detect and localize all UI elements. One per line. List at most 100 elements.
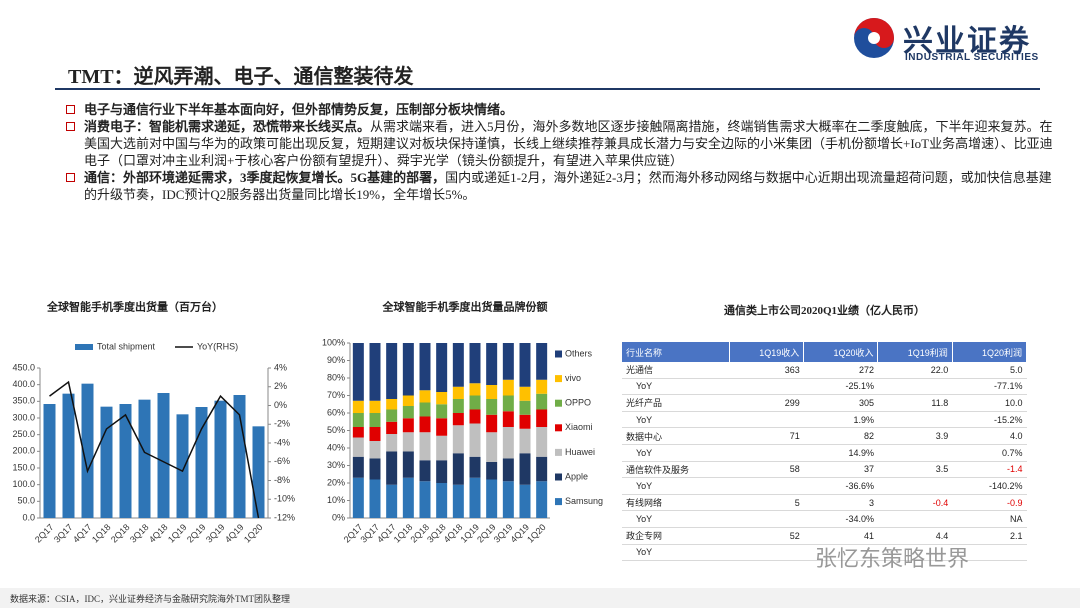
bar-segment xyxy=(502,343,514,380)
table-cell: 4.0 xyxy=(952,427,1027,445)
table-row: YoY 1.9% -15.2% xyxy=(622,411,1027,429)
bar-segment xyxy=(519,400,531,415)
bar xyxy=(81,383,94,518)
y2-tick-label: 0% xyxy=(274,400,287,410)
bar-segment xyxy=(386,409,398,422)
y-tick-label: 300.0 xyxy=(12,412,35,422)
y-tick-label: 80% xyxy=(327,372,345,382)
y-tick-label: 60% xyxy=(327,407,345,417)
table-cell: 41 xyxy=(803,527,878,545)
y-tick-label: 350.0 xyxy=(12,396,35,406)
bar-segment xyxy=(452,413,464,426)
bar-segment xyxy=(369,441,381,459)
chart-title: 全球智能手机季度出货量（百万台） xyxy=(46,300,223,314)
table-cell: 政企专网 xyxy=(622,527,730,545)
bar xyxy=(176,414,189,518)
bar-segment xyxy=(502,481,514,518)
bar-segment xyxy=(352,437,364,457)
bar-segment xyxy=(486,414,498,433)
column-header: 1Q19收入 xyxy=(729,342,805,362)
legend-label: Apple xyxy=(565,471,588,481)
bar-segment xyxy=(452,386,464,399)
title-rule xyxy=(55,88,1040,90)
logo-mark xyxy=(854,18,894,58)
column-header: 1Q20利润 xyxy=(952,342,1028,362)
y-tick-label: 100.0 xyxy=(12,479,35,489)
legend-label: YoY(RHS) xyxy=(197,341,238,351)
bar-segment xyxy=(386,484,398,518)
bar-segment xyxy=(469,477,481,518)
bar-segment xyxy=(419,432,431,461)
table-cell: YoY xyxy=(622,378,730,396)
y2-tick-label: -10% xyxy=(274,494,295,504)
y-tick-label: 200.0 xyxy=(12,446,35,456)
table-cell: 通信软件及服务 xyxy=(622,461,730,479)
bullet: 通信：外部环境递延需求，3季度起恢复增长。5G基建的部署，国内或递延1-2月，海… xyxy=(62,169,1054,203)
bullet-lead: 消费电子：智能机需求递延，恐慌带来长线买点。 xyxy=(84,119,371,134)
table-cell xyxy=(803,544,878,562)
bar-segment xyxy=(419,416,431,433)
bar-segment xyxy=(352,343,364,401)
legend-swatch xyxy=(555,399,562,407)
table-cell: 1.9% xyxy=(803,411,878,429)
table-row: 数据中心 71 82 3.9 4.0 xyxy=(622,427,1027,445)
bar-segment xyxy=(502,458,514,482)
bar-segment xyxy=(469,423,481,457)
legend-swatch xyxy=(555,498,562,506)
bar-segment xyxy=(536,379,548,394)
x-tick-label: 3Q18 xyxy=(128,522,151,545)
bar-segment xyxy=(502,411,514,427)
bar xyxy=(195,407,208,518)
bar-segment xyxy=(352,427,364,438)
bar-segment xyxy=(436,392,448,405)
bar-segment xyxy=(469,409,481,424)
x-tick-label: 4Q18 xyxy=(147,522,170,545)
bar-segment xyxy=(402,343,414,396)
table-row: 有线网络 5 3 -0.4 -0.9 xyxy=(622,494,1027,512)
table-cell: -0.4 xyxy=(877,494,953,512)
footer-bar xyxy=(0,588,1080,608)
footer-source: 数据来源：CSIA，IDC，兴业证券经济与金融研究院海外TMT团队整理 xyxy=(10,594,291,604)
table-row: 光通信 363 272 22.0 5.0 xyxy=(622,362,1027,379)
bar-segment xyxy=(386,451,398,485)
bar-segment xyxy=(502,395,514,412)
table-cell xyxy=(729,510,804,528)
table-cell: 52 xyxy=(729,527,804,545)
bar-segment xyxy=(369,458,381,480)
bar-segment xyxy=(369,427,381,441)
table-cell: -25.1% xyxy=(803,378,878,396)
y2-tick-label: 4% xyxy=(274,362,287,372)
bar-segment xyxy=(469,343,481,384)
table-cell: 272 xyxy=(803,362,878,379)
legend-label: Total shipment xyxy=(97,341,156,351)
bar-segment xyxy=(452,343,464,387)
y2-tick-label: 2% xyxy=(274,381,287,391)
table-cell: 3.9 xyxy=(877,427,953,445)
bar-segment xyxy=(452,399,464,413)
table-cell: 光纤产品 xyxy=(622,394,730,412)
bar-segment xyxy=(436,483,448,518)
table-cell xyxy=(877,510,953,528)
table-cell: -0.9 xyxy=(952,494,1027,512)
bar-segment xyxy=(352,400,364,413)
bar-segment xyxy=(502,379,514,396)
table-row: YoY 14.9% 0.7% xyxy=(622,444,1027,462)
y-tick-label: 250.0 xyxy=(12,429,35,439)
legend-label: vivo xyxy=(565,373,581,383)
bullet-list: 电子与通信行业下半年基本面向好，但外部情势反复，压制部分板块情绪。 消费电子：智… xyxy=(62,101,1054,203)
legend-swatch xyxy=(75,344,93,350)
table-cell: 10.0 xyxy=(952,394,1027,412)
bar-segment xyxy=(386,399,398,410)
table-cell: 3.5 xyxy=(877,461,953,479)
table-cell: 22.0 xyxy=(877,362,953,379)
bullet-text: 从需求端来看，进入5月份，海外多数地区逐步接触隔离措施，终端销售需求大概率在二季… xyxy=(84,119,1053,168)
bar-segment xyxy=(369,400,381,413)
table-cell xyxy=(877,444,953,462)
bar-segment xyxy=(469,395,481,410)
table-cell: 2.1 xyxy=(952,527,1027,545)
x-tick-label: 2Q17 xyxy=(33,522,56,545)
bar xyxy=(138,399,151,518)
table-cell: 数据中心 xyxy=(622,427,730,445)
y-tick-label: 0.0 xyxy=(22,512,35,522)
